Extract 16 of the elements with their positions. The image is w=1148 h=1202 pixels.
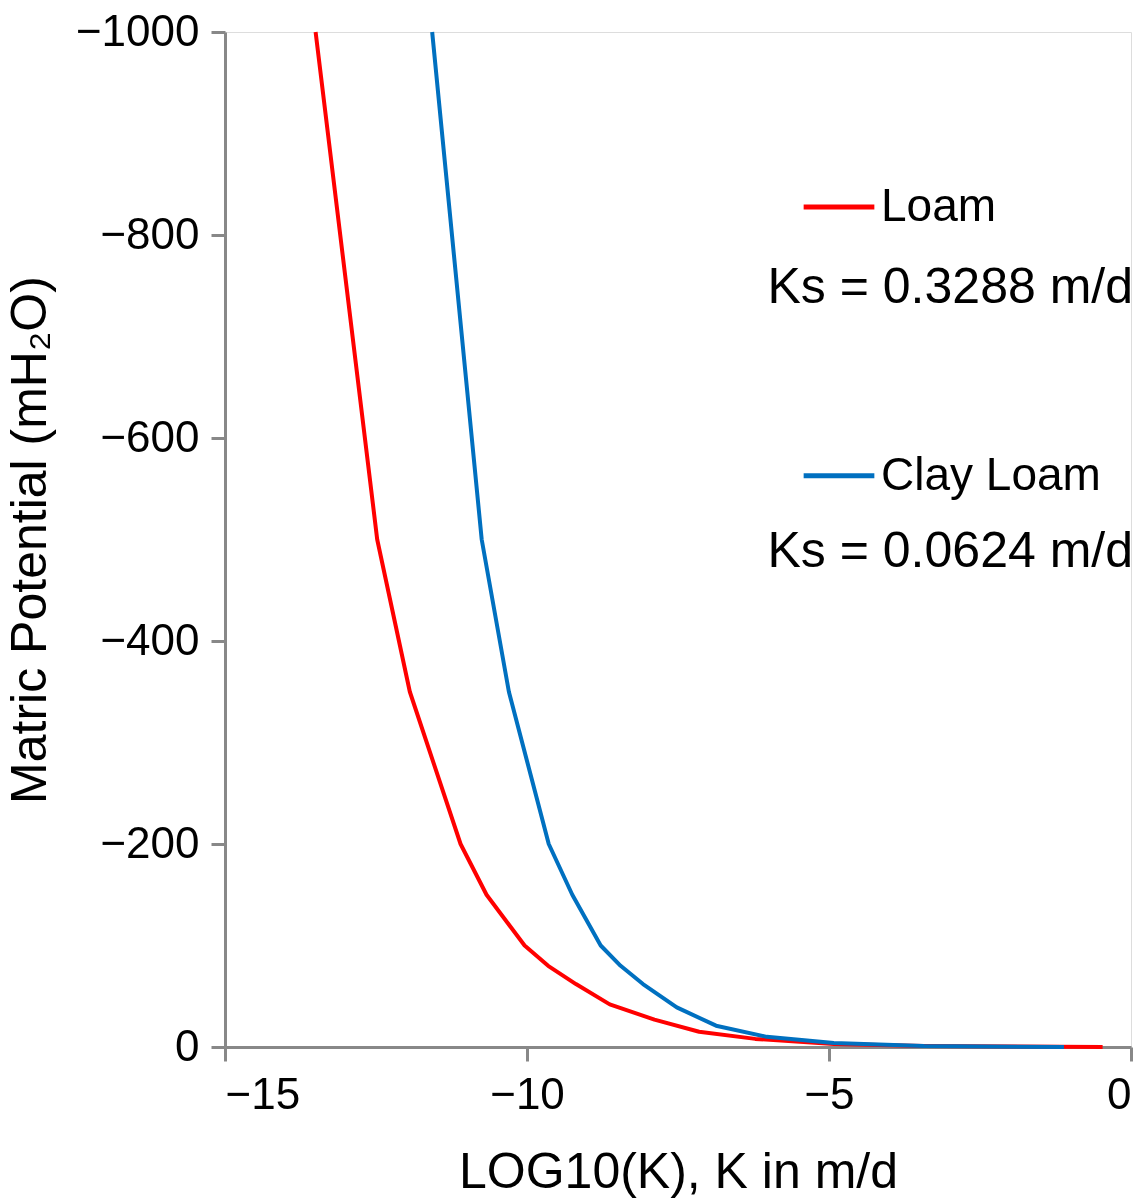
legend-label: Clay Loam bbox=[881, 447, 1101, 500]
x-tick-label: −5 bbox=[804, 1068, 855, 1118]
annotation: Ks = 0.0624 m/d bbox=[767, 521, 1133, 578]
x-tick-label: −15 bbox=[225, 1068, 301, 1118]
legend-label: Loam bbox=[881, 179, 997, 232]
y-tick-label: −600 bbox=[100, 411, 200, 461]
x-axis-title: LOG10(K), K in m/d bbox=[458, 1142, 899, 1199]
y-tick-label: −200 bbox=[100, 817, 200, 867]
x-tick-label: 0 bbox=[1107, 1068, 1132, 1118]
y-tick-label: −800 bbox=[100, 208, 200, 258]
y-tick-label: −1000 bbox=[75, 5, 200, 55]
x-tick-label: −10 bbox=[490, 1068, 565, 1118]
annotation: Ks = 0.3288 m/d bbox=[767, 257, 1133, 314]
y-tick-label: −400 bbox=[100, 614, 200, 664]
y-axis-title: Matric Potential (mH₂O) bbox=[0, 276, 57, 804]
y-tick-label: 0 bbox=[175, 1020, 200, 1070]
